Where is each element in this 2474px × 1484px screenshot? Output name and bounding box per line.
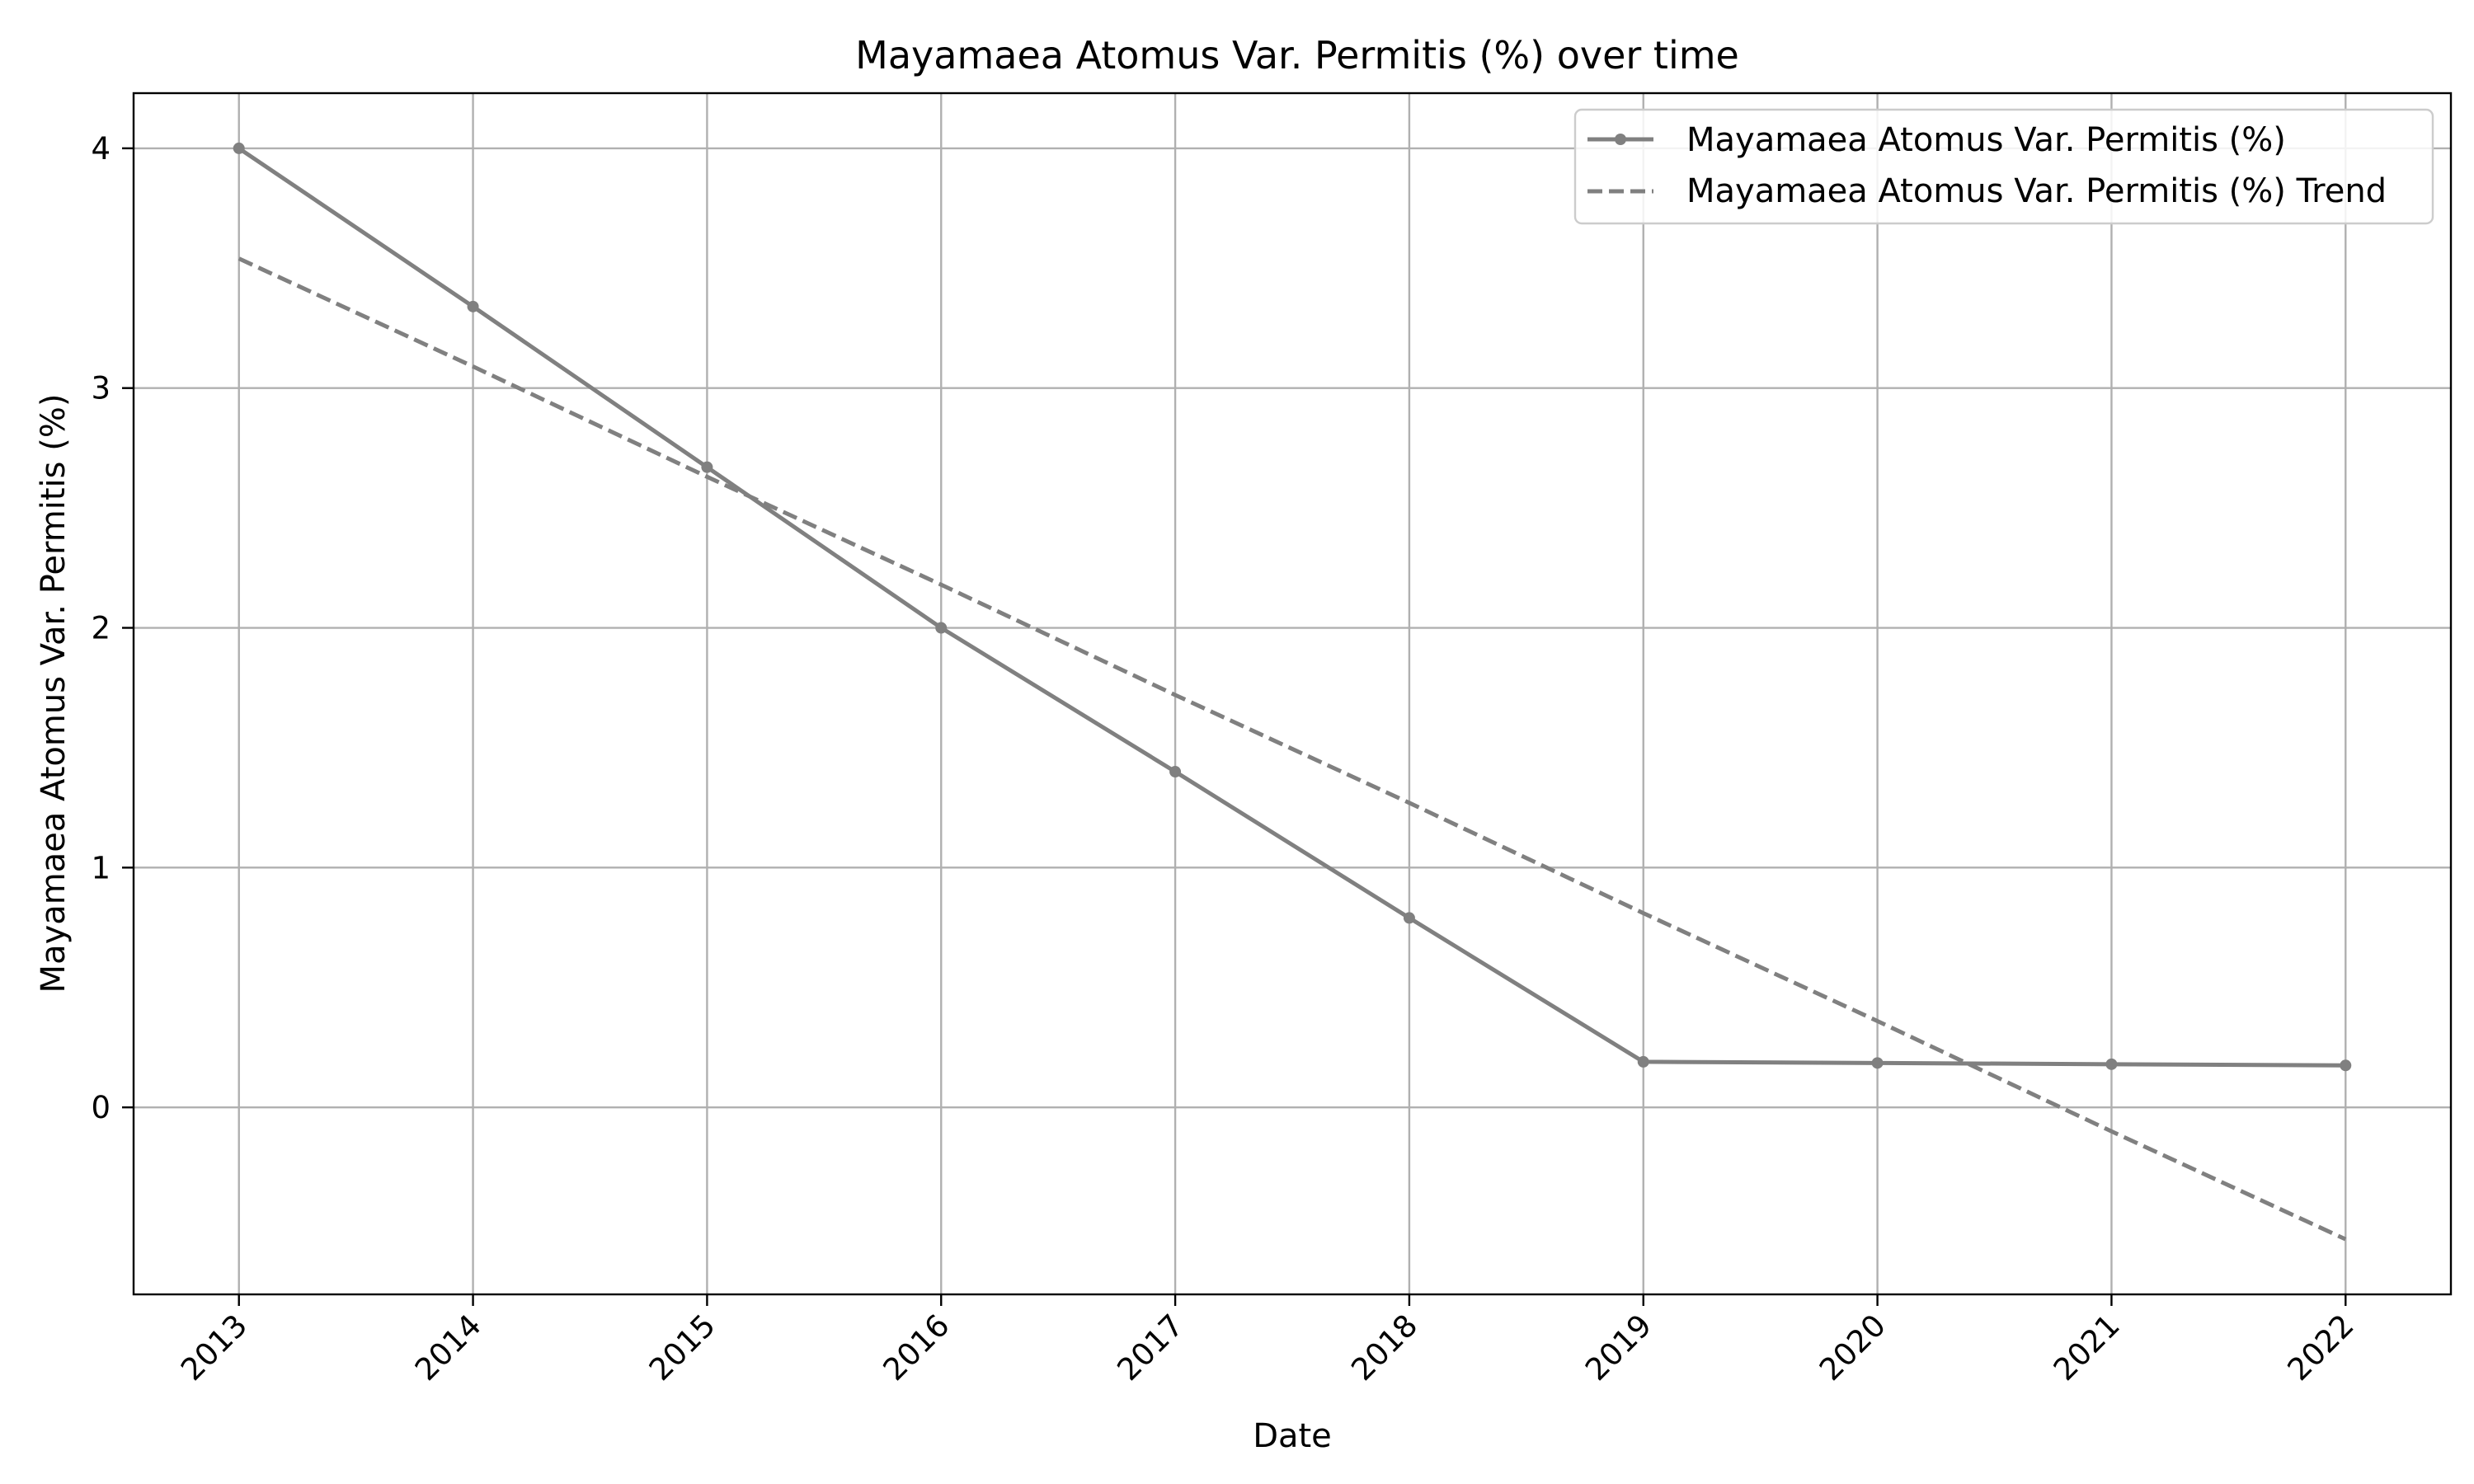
data-point bbox=[467, 300, 479, 312]
data-point bbox=[2105, 1058, 2118, 1070]
grid bbox=[134, 93, 2451, 1294]
y-tick-label: 3 bbox=[91, 371, 111, 406]
data-point bbox=[1637, 1055, 1649, 1068]
data-point bbox=[1403, 912, 1415, 924]
plot-frame bbox=[132, 92, 2453, 1296]
series-line bbox=[238, 146, 2346, 1068]
y-tick-label: 0 bbox=[91, 1090, 111, 1125]
chart-title: Mayamaea Atomus Var. Permitis (%) over t… bbox=[855, 33, 1739, 77]
legend-marker-series bbox=[1615, 134, 1626, 145]
legend-label-series: Mayamaea Atomus Var. Permitis (%) bbox=[1686, 121, 2286, 159]
data-point bbox=[1169, 766, 1182, 778]
y-axis: 0 1 2 3 4 bbox=[91, 131, 134, 1125]
y-tick-label: 2 bbox=[91, 611, 111, 646]
data-point bbox=[935, 622, 948, 634]
data-point bbox=[233, 142, 245, 154]
legend-box bbox=[1573, 108, 2434, 225]
plot-series bbox=[233, 142, 2352, 1242]
trend-line bbox=[238, 256, 2347, 1242]
legend: Mayamaea Atomus Var. Permitis (%) Mayama… bbox=[1573, 108, 2434, 225]
y-axis-label: Mayamaea Atomus Var. Permitis (%) bbox=[35, 394, 73, 993]
x-axis-label: Date bbox=[1253, 1417, 1332, 1455]
data-point bbox=[701, 461, 713, 473]
data-point bbox=[2340, 1059, 2352, 1072]
y-tick-label: 1 bbox=[91, 850, 111, 885]
legend-label-trend: Mayamaea Atomus Var. Permitis (%) Trend bbox=[1686, 172, 2387, 210]
data-point bbox=[1871, 1057, 1884, 1069]
y-tick-label: 4 bbox=[91, 131, 111, 167]
